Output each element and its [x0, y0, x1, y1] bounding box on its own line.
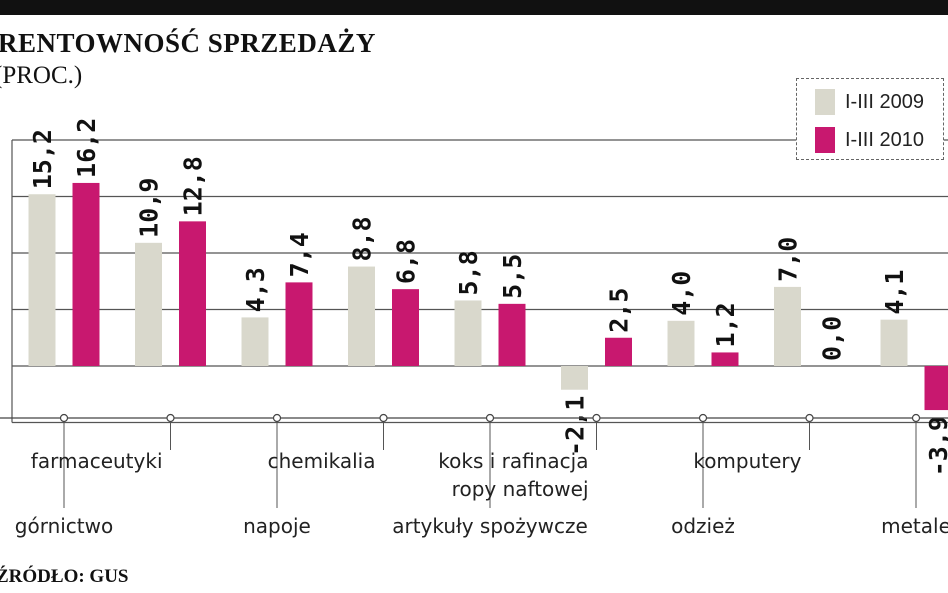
- value-labels: 15,2 16,2 10,9 12,8 4,3 7,4 8,8 6,8 5,8 5,5 -2,1 2,…: [28, 118, 948, 477]
- legend-swatch-2010: [815, 127, 835, 153]
- bar-2009: [241, 317, 269, 366]
- category-axis: górnictwo farmaceutyki napoje chemikalia art…: [0, 413, 948, 538]
- bar-2009: [667, 320, 695, 366]
- category-label: odzież: [671, 514, 735, 538]
- bar-2010: [605, 337, 632, 366]
- bar-2009: [454, 300, 482, 366]
- chart-subtitle: (PROC.): [0, 62, 83, 89]
- bar-2010: [179, 221, 206, 366]
- value-label: 4,3: [241, 267, 270, 312]
- source-note: ŹRÓDŁO: GUS: [0, 566, 129, 587]
- category-marker: [592, 413, 601, 423]
- bar-2010: [72, 182, 100, 366]
- legend-swatch-2009: [815, 89, 835, 115]
- chart-title: RENTOWNOŚĆ SPRZEDAŻY: [0, 28, 376, 58]
- category-label: chemikalia: [268, 449, 376, 473]
- value-label: 8,8: [348, 216, 377, 261]
- bar-2009: [880, 319, 908, 366]
- bar-2009: [561, 366, 588, 390]
- legend-item-2010: I-III 2010: [815, 127, 924, 153]
- legend: I-III 2009 I-III 2010: [796, 78, 944, 160]
- value-label: 4,0: [667, 271, 696, 316]
- value-label: 16,2: [72, 118, 101, 178]
- bar-2010: [285, 282, 313, 366]
- category-marker: [805, 413, 814, 423]
- bars: [28, 182, 948, 411]
- category-marker: [485, 413, 495, 423]
- legend-item-2009: I-III 2009: [815, 89, 924, 115]
- value-label: 0,0: [818, 316, 847, 361]
- bar-2009: [28, 194, 56, 366]
- value-label: 4,1: [880, 270, 909, 315]
- value-label: 7,0: [774, 237, 803, 282]
- value-label: 5,5: [498, 254, 527, 299]
- value-label: 12,8: [179, 156, 208, 216]
- value-label: 10,9: [135, 178, 164, 238]
- value-label: -2,1: [561, 396, 590, 456]
- value-label: 15,2: [28, 129, 57, 189]
- bar-2009: [348, 266, 375, 366]
- bar-2010: [711, 352, 739, 366]
- category-label: napoje: [243, 514, 311, 538]
- top-bar: [0, 0, 948, 15]
- category-marker: [272, 413, 282, 423]
- category-label: ropy naftowej: [452, 477, 589, 501]
- category-label: komputery: [693, 449, 801, 473]
- category-marker: [379, 413, 388, 423]
- bar-2010: [498, 303, 526, 366]
- category-label: artykuły spożywcze: [392, 514, 588, 538]
- legend-label-2010: I-III 2010: [845, 128, 924, 151]
- category-marker: [166, 413, 175, 423]
- category-label: farmaceutyki: [31, 449, 163, 473]
- category-marker: [698, 413, 708, 423]
- legend-label-2009: I-III 2009: [845, 90, 924, 113]
- category-marker: [59, 413, 69, 423]
- bar-2010: [924, 366, 948, 411]
- value-label: 5,8: [454, 250, 483, 295]
- bar-2009: [774, 286, 801, 366]
- category-label: metale: [881, 514, 948, 538]
- bar-2009: [135, 242, 162, 366]
- value-label: -3,9: [924, 416, 948, 476]
- bar-2010: [392, 289, 419, 366]
- category-marker: [911, 413, 921, 423]
- value-label: 1,2: [711, 302, 740, 347]
- category-label: górnictwo: [15, 514, 113, 538]
- category-label: koks i rafinacja: [438, 449, 588, 473]
- value-label: 7,4: [285, 232, 314, 277]
- value-label: 6,8: [392, 239, 421, 284]
- value-label: 2,5: [605, 288, 634, 333]
